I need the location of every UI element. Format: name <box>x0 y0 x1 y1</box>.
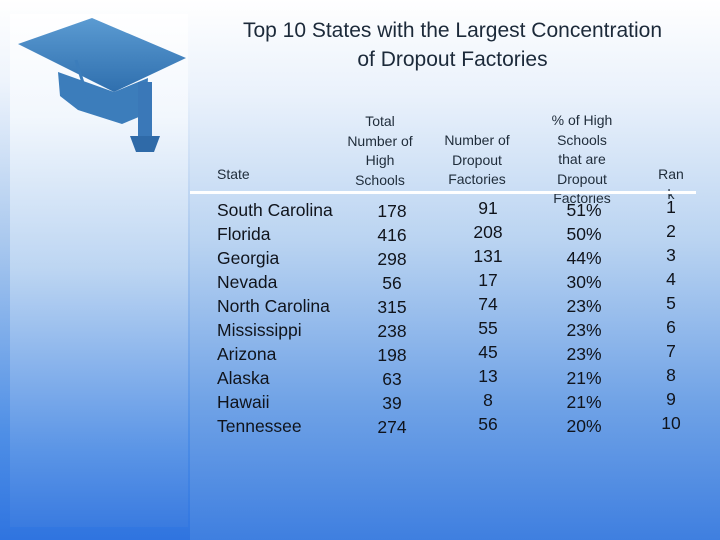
total-cell: 56 <box>382 273 402 293</box>
header-dropout-factories: Number of Dropout Factories <box>427 131 527 190</box>
rank-cell: 8 <box>666 365 676 385</box>
header-percent-line: that are <box>558 151 606 167</box>
slide-title: Top 10 States with the Largest Concentra… <box>195 16 710 74</box>
total-cell: 315 <box>377 297 407 317</box>
percent-cell: 30% <box>566 272 602 292</box>
title-line-2: of Dropout Factories <box>357 48 548 71</box>
percent-cell: 21% <box>566 368 602 388</box>
header-state: State <box>217 165 250 185</box>
header-rank-line: Ran <box>658 166 684 182</box>
dropout-cell: 8 <box>483 390 493 410</box>
total-cell: 298 <box>377 249 407 269</box>
percent-cell: 23% <box>566 344 602 364</box>
state-cell: Florida <box>217 224 271 244</box>
dropout-factories-column: 91 208 131 17 74 55 45 13 8 56 <box>460 196 516 436</box>
total-cell: 198 <box>377 345 407 365</box>
dropout-cell: 208 <box>473 222 503 242</box>
header-total-line: Schools <box>355 171 405 188</box>
dropout-cell: 55 <box>478 318 498 338</box>
rank-cell: 10 <box>661 413 681 433</box>
percent-cell: 23% <box>566 296 602 316</box>
state-cell: Alaska <box>217 368 270 388</box>
header-state-label: State <box>217 166 250 182</box>
percent-cell: 51% <box>566 200 602 220</box>
graduation-cap-icon <box>18 18 186 152</box>
state-cell: Georgia <box>217 248 280 268</box>
percent-cell: 50% <box>566 224 602 244</box>
dropout-cell: 17 <box>478 270 498 290</box>
dropout-cell: 131 <box>473 246 503 266</box>
total-cell: 238 <box>377 321 407 341</box>
rank-cell: 5 <box>666 293 676 313</box>
total-cell: 416 <box>377 225 407 245</box>
header-percent-line: % of High <box>551 112 613 128</box>
rank-cell: 7 <box>666 341 676 361</box>
dropout-cell: 45 <box>478 342 498 362</box>
rank-cell: 4 <box>666 269 676 289</box>
percent-cell: 21% <box>566 392 602 412</box>
state-cell: Mississippi <box>217 320 302 340</box>
header-total-line: Number of <box>347 132 413 149</box>
header-percent: % of High Schools that are Dropout Facto… <box>532 111 632 209</box>
percent-cell: 23% <box>566 320 602 340</box>
header-dropout-line: Dropout <box>452 151 502 168</box>
state-cell: South Carolina <box>217 200 333 220</box>
state-cell: Nevada <box>217 272 278 292</box>
rank-cell: 3 <box>666 245 676 265</box>
rank-cell: 1 <box>666 197 676 217</box>
rank-column: 1 2 3 4 5 6 7 8 9 10 <box>652 195 690 435</box>
percent-cell: 44% <box>566 248 602 268</box>
total-cell: 39 <box>382 393 402 413</box>
percent-column: 51% 50% 44% 30% 23% 23% 23% 21% 21% 20% <box>556 198 612 438</box>
header-total-schools: Total Number of High Schools <box>330 112 430 190</box>
rank-cell: 9 <box>666 389 676 409</box>
state-cell: Arizona <box>217 344 277 364</box>
title-line-1: Top 10 States with the Largest Concentra… <box>242 19 663 42</box>
total-schools-column: 178 416 298 56 315 238 198 63 39 274 <box>364 199 420 439</box>
total-cell: 63 <box>382 369 402 389</box>
state-cell: Hawaii <box>217 392 270 412</box>
header-divider <box>190 191 696 194</box>
dropout-cell: 74 <box>478 294 498 314</box>
header-total-line: Total <box>365 113 395 129</box>
rank-cell: 6 <box>666 317 676 337</box>
state-cell: Tennessee <box>217 416 302 436</box>
state-column: South Carolina Florida Georgia Nevada No… <box>217 198 333 438</box>
dropout-cell: 13 <box>478 366 498 386</box>
header-percent-line: Schools <box>557 131 607 148</box>
header-dropout-line: Number of <box>444 132 510 148</box>
left-decor-panel <box>0 0 190 540</box>
state-cell: North Carolina <box>217 296 330 316</box>
rank-cell: 2 <box>666 221 676 241</box>
total-cell: 178 <box>377 201 407 221</box>
total-cell: 274 <box>377 417 407 437</box>
header-total-line: High <box>365 152 395 168</box>
header-percent-line: Factories <box>553 190 611 206</box>
dropout-cell: 91 <box>478 198 498 218</box>
header-percent-line: Dropout <box>557 170 607 187</box>
dropout-cell: 56 <box>478 414 498 434</box>
header-dropout-line: Factories <box>448 171 506 187</box>
percent-cell: 20% <box>566 416 602 436</box>
